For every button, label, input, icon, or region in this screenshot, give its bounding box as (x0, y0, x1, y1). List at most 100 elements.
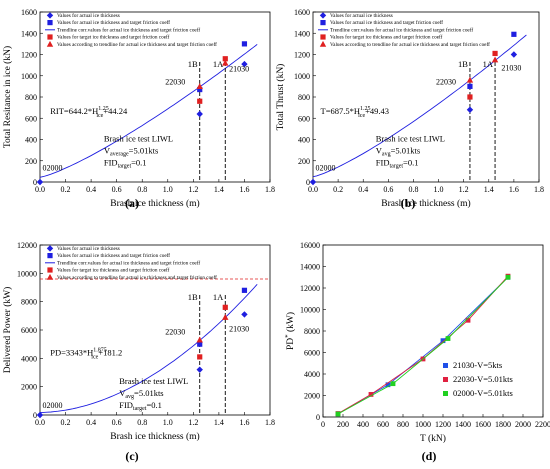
data-point-diamond (309, 178, 317, 186)
y-tick-label: 1600 (294, 8, 310, 17)
legend-entry: 02000-V=5.01kts (453, 388, 513, 398)
y-tick-label: 0 (306, 178, 310, 187)
legend-marker (47, 20, 53, 26)
point-label: 22030 (436, 77, 456, 86)
data-point-diamond (466, 106, 474, 113)
x-tick-label: 400 (357, 420, 369, 429)
y-axis-label: Total Resitance in ice (kN) (2, 46, 13, 148)
series-point (390, 381, 396, 387)
legend-marker (46, 273, 54, 280)
legend-marker (319, 40, 327, 47)
trendline-equation: RIT=644.2*H1.25 ice+44.24 (50, 106, 128, 119)
friction-label: FIDtarget=0.1 (104, 158, 147, 170)
vline-label-1A: 1A (483, 59, 494, 69)
data-point-square-red (492, 50, 498, 57)
x-tick-label: 0.0 (308, 185, 318, 194)
x-axis-label: T (kN) (420, 433, 446, 444)
y-tick-label: 800 (298, 93, 310, 102)
y-tick-label: 12000 (17, 241, 37, 250)
y-tick-label: 200 (298, 157, 310, 166)
legend-marker (319, 12, 327, 19)
y-tick-label: 10000 (17, 269, 37, 278)
data-point-square (197, 86, 203, 93)
y-tick-label: 800 (25, 93, 37, 102)
friction-label: FIDtarget=0.1 (119, 400, 162, 412)
legend-marker (443, 363, 448, 368)
point-label: 21030 (501, 63, 521, 72)
y-tick-label: 10000 (300, 306, 320, 315)
data-point-triangle (222, 59, 229, 66)
series-point (445, 336, 451, 341)
x-tick-label: 800 (397, 420, 409, 429)
legend-entry: Trendline corr.values for actual ice thi… (330, 26, 473, 33)
x-tick-label: 0.4 (86, 185, 96, 194)
y-tick-label: 600 (25, 114, 37, 123)
x-axis-label: Brash ice thickness (m) (381, 198, 470, 209)
legend-entry: Values for actual ice thickness (57, 12, 120, 19)
velocity-label: Vaverage=5.01kts (104, 146, 158, 158)
point-label: 22030 (165, 77, 185, 86)
x-tick-label: 1.6 (239, 185, 249, 194)
trendline-curve (312, 34, 527, 178)
legend-entry: Values for target ice thickness and targ… (57, 267, 170, 274)
x-tick-label: 1.2 (188, 418, 198, 427)
legend-entry: Values according to trendline for actual… (330, 41, 490, 48)
y-tick-label: 600 (298, 114, 310, 123)
y-tick-label: 6000 (21, 326, 37, 335)
x-tick-label: 1.0 (163, 418, 173, 427)
series-point (505, 274, 511, 280)
x-tick-label: 0.0 (35, 185, 45, 194)
plot-frame (39, 11, 271, 183)
x-tick-label: 2000 (515, 420, 531, 429)
series-point (335, 411, 341, 417)
data-point-triangle (466, 76, 474, 83)
y-tick-label: 12000 (300, 284, 320, 293)
point-label: 02000 (43, 401, 63, 410)
x-tick-label: 1600 (475, 420, 491, 429)
point-label: 22030 (165, 327, 185, 336)
data-point-square (511, 31, 517, 37)
data-point-square (241, 287, 248, 293)
test-label: Brash ice test LIWL (104, 134, 173, 144)
y-tick-label: 0 (33, 178, 37, 187)
data-point-square-red (197, 98, 203, 104)
y-tick-label: 1600 (21, 8, 37, 17)
data-point-diamond (241, 311, 248, 318)
point-label: 02000 (43, 163, 63, 172)
x-tick-label: 0.2 (61, 185, 71, 194)
x-tick-label: 600 (377, 420, 389, 429)
legend-marker (320, 20, 326, 26)
chart-panel-a: 0.0 0.2 0.4 0.6 0.8 1.0 1.2 1.4 1.6 1.8 0 200 400 600… (2, 8, 275, 210)
data-point-diamond (510, 51, 518, 58)
panel-label: (b) (401, 196, 416, 210)
legend-marker (320, 34, 326, 40)
panel-label: (a) (125, 196, 139, 210)
legend-marker (46, 40, 54, 47)
legend-marker (47, 253, 53, 259)
point-label: 02000 (316, 163, 336, 172)
legend-entry: Trendline corr.values for actual ice thi… (57, 26, 200, 33)
y-tick-label: 4000 (304, 370, 320, 379)
data-point-diamond (36, 178, 44, 186)
legend-marker (46, 12, 54, 19)
y-tick-label: 400 (298, 136, 310, 145)
y-tick-label: 1400 (21, 29, 37, 38)
data-point-diamond (196, 366, 203, 373)
data-point-triangle (491, 56, 499, 63)
x-tick-label: 1.8 (265, 418, 275, 427)
data-point-diamond (36, 411, 44, 419)
data-point-triangle (222, 313, 229, 320)
x-tick-label: 1.4 (214, 185, 224, 194)
data-point-square-red (467, 94, 473, 100)
chart-panel-d: 0 200 400 600 800 1000 1200 1400 1600 1800 2000 220… (284, 241, 550, 463)
x-tick-label: 1.4 (484, 185, 494, 194)
test-label: Brash ice test LIWL (376, 134, 445, 144)
series-point (385, 382, 391, 388)
y-tick-label: 1000 (21, 72, 37, 81)
x-tick-label: 1.0 (163, 185, 173, 194)
x-tick-label: 1.0 (434, 185, 444, 194)
y-tick-label: 16000 (300, 241, 320, 250)
y-tick-label: 1200 (21, 51, 37, 60)
y-tick-label: 8000 (304, 327, 320, 336)
vline-label-1A: 1A (213, 292, 224, 302)
